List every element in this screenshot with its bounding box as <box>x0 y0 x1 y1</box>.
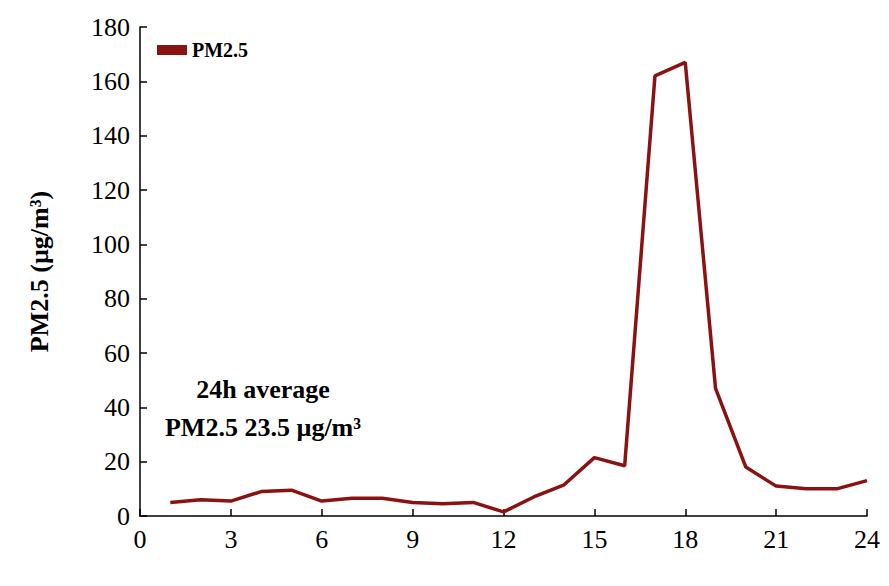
svg-text:120: 120 <box>91 176 130 205</box>
svg-text:12: 12 <box>491 525 517 554</box>
svg-text:6: 6 <box>315 525 328 554</box>
svg-text:140: 140 <box>91 121 130 150</box>
svg-text:0: 0 <box>134 525 147 554</box>
svg-text:PM2.5 (µg/m³): PM2.5 (µg/m³) <box>25 191 54 352</box>
svg-text:40: 40 <box>104 393 130 422</box>
svg-text:9: 9 <box>406 525 419 554</box>
svg-text:60: 60 <box>104 339 130 368</box>
svg-text:18: 18 <box>672 525 698 554</box>
svg-text:100: 100 <box>91 230 130 259</box>
svg-text:160: 160 <box>91 67 130 96</box>
svg-text:PM2.5 23.5 µg/m³: PM2.5 23.5 µg/m³ <box>165 413 361 442</box>
svg-text:15: 15 <box>581 525 607 554</box>
svg-text:24: 24 <box>854 525 880 554</box>
svg-text:180: 180 <box>91 13 130 42</box>
svg-text:80: 80 <box>104 284 130 313</box>
svg-text:24h average: 24h average <box>196 375 330 404</box>
svg-text:0: 0 <box>117 502 130 531</box>
svg-text:3: 3 <box>224 525 237 554</box>
svg-text:PM2.5: PM2.5 <box>192 39 248 61</box>
svg-text:21: 21 <box>763 525 789 554</box>
svg-text:20: 20 <box>104 447 130 476</box>
